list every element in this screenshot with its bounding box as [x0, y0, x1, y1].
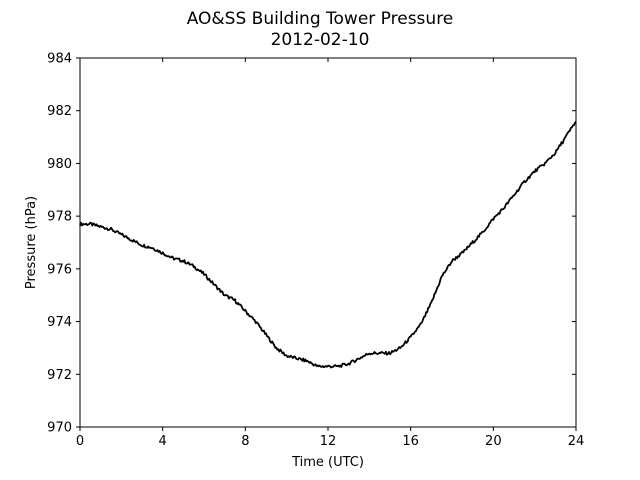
x-axis: 0 4 8 12 16 20 24 [76, 58, 584, 449]
x-tick-label: 24 [568, 434, 585, 449]
plot-frame [79, 57, 577, 428]
y-axis-label: Pressure (hPa) [24, 196, 39, 289]
x-tick-label: 12 [320, 434, 337, 449]
x-tick-label: 0 [76, 434, 84, 449]
chart-title: AO&SS Building Tower Pressure [187, 9, 454, 29]
x-tick-label: 16 [402, 434, 419, 449]
chart-subtitle: 2012-02-10 [271, 30, 370, 50]
y-tick-label: 972 [47, 368, 72, 383]
x-axis-label: Time (UTC) [291, 455, 364, 470]
y-tick-label: 982 [47, 104, 72, 119]
pressure-line [79, 120, 577, 369]
y-tick-label: 976 [47, 262, 72, 277]
y-tick-label: 980 [47, 157, 72, 172]
y-tick-label: 984 [47, 52, 72, 67]
x-tick-label: 20 [485, 434, 502, 449]
y-axis: 970 972 974 976 978 980 982 984 [47, 52, 576, 436]
y-tick-label: 974 [47, 315, 72, 330]
x-tick-label: 8 [241, 434, 249, 449]
y-tick-label: 978 [47, 210, 72, 225]
x-tick-label: 4 [159, 434, 167, 449]
y-tick-label: 970 [47, 421, 72, 436]
